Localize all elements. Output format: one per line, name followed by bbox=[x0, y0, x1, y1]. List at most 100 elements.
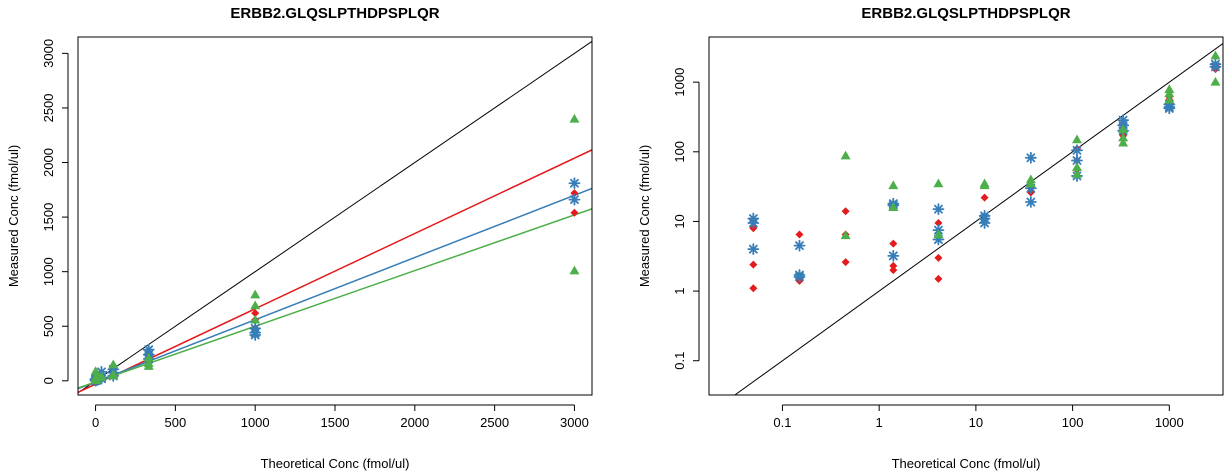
data-point bbox=[570, 208, 579, 217]
data-point bbox=[749, 260, 758, 269]
plot-frame bbox=[77, 36, 593, 396]
y-tick-label: 1 bbox=[672, 287, 687, 294]
fit-line-series-3 bbox=[78, 207, 592, 389]
identity-line bbox=[78, 40, 592, 394]
y-tick-label: 100 bbox=[672, 141, 687, 163]
data-point bbox=[841, 207, 850, 216]
data-point bbox=[568, 193, 581, 206]
data-point bbox=[1071, 134, 1082, 144]
y-tick-label: 2500 bbox=[41, 93, 56, 122]
data-point bbox=[932, 203, 945, 216]
data-point bbox=[143, 352, 154, 362]
data-point bbox=[1117, 114, 1130, 127]
data-point bbox=[747, 212, 760, 225]
asterisk-stroke bbox=[570, 178, 579, 188]
asterisk-stroke bbox=[748, 214, 758, 223]
data-point bbox=[1118, 132, 1129, 142]
x-tick-label: 10 bbox=[969, 415, 983, 430]
chart-title: ERBB2.GLQSLPTHDPSPLQR bbox=[230, 5, 439, 22]
series-3-points bbox=[90, 113, 580, 384]
y-tick-label: 0.1 bbox=[672, 352, 687, 370]
data-point bbox=[749, 284, 758, 293]
asterisk-stroke bbox=[748, 244, 758, 254]
data-point bbox=[889, 239, 898, 248]
asterisk-stroke bbox=[933, 204, 943, 214]
data-point bbox=[889, 266, 898, 275]
x-tick-label: 1000 bbox=[241, 415, 270, 430]
plot-frame bbox=[708, 36, 1224, 396]
data-point bbox=[934, 274, 943, 283]
fit-line-series-2 bbox=[78, 187, 592, 390]
data-point bbox=[887, 250, 900, 262]
chart-panel-1: ERBB2.GLQSLPTHDPSPLQR Theoretical Conc (f… bbox=[6, 5, 593, 471]
data-point bbox=[142, 343, 155, 356]
data-point bbox=[108, 369, 119, 379]
asterisk-stroke bbox=[980, 211, 990, 221]
data-point bbox=[1071, 144, 1083, 157]
data-point bbox=[143, 358, 154, 368]
data-point bbox=[888, 180, 899, 190]
data-point bbox=[1071, 168, 1082, 178]
data-point bbox=[569, 113, 580, 123]
y-axis-label: Measured Conc (fmol/ul) bbox=[637, 145, 652, 287]
y-tick-label: 500 bbox=[41, 315, 56, 337]
asterisk-stroke bbox=[1072, 156, 1082, 165]
data-point bbox=[747, 243, 760, 256]
data-point bbox=[933, 229, 944, 239]
y-tick-label: 3000 bbox=[41, 39, 56, 68]
x-tick-label: 1 bbox=[876, 415, 883, 430]
data-point bbox=[250, 314, 261, 324]
data-point bbox=[1071, 154, 1083, 167]
data-point bbox=[933, 178, 944, 188]
data-point bbox=[979, 178, 990, 188]
data-point bbox=[1164, 94, 1175, 104]
plot-area bbox=[733, 42, 1223, 395]
y-axis: 0.1 1 10 100 1000 bbox=[672, 68, 700, 370]
data-point bbox=[1210, 76, 1221, 86]
series-2-points bbox=[747, 58, 1222, 283]
x-tick-label: 500 bbox=[165, 415, 187, 430]
data-point bbox=[840, 230, 851, 240]
y-tick-label: 1000 bbox=[41, 257, 56, 286]
y-tick-label: 0 bbox=[41, 377, 56, 384]
data-point bbox=[250, 289, 261, 299]
x-tick-label: 2500 bbox=[480, 415, 509, 430]
data-point bbox=[251, 309, 260, 318]
x-tick-label: 1000 bbox=[1155, 415, 1184, 430]
x-tick-label: 0 bbox=[92, 415, 99, 430]
data-point bbox=[249, 322, 262, 335]
data-point bbox=[1210, 50, 1221, 60]
x-tick-label: 100 bbox=[1062, 415, 1084, 430]
asterisk-stroke bbox=[1072, 145, 1082, 155]
data-point bbox=[793, 269, 806, 281]
data-point bbox=[1025, 174, 1036, 184]
data-point bbox=[1024, 196, 1037, 208]
data-point bbox=[840, 150, 851, 160]
asterisk-stroke bbox=[795, 241, 804, 251]
y-axis-label: Measured Conc (fmol/ul) bbox=[6, 145, 21, 287]
data-point bbox=[570, 189, 579, 198]
y-tick-label: 1000 bbox=[672, 68, 687, 97]
data-point bbox=[1164, 84, 1175, 94]
asterisk-stroke bbox=[144, 345, 154, 355]
data-point bbox=[1209, 58, 1222, 71]
asterisk-stroke bbox=[250, 323, 260, 333]
y-tick-label: 2000 bbox=[41, 148, 56, 177]
data-point bbox=[108, 359, 119, 369]
x-tick-label: 2000 bbox=[400, 415, 429, 430]
y-tick-label: 10 bbox=[672, 214, 687, 228]
data-point bbox=[568, 177, 581, 190]
fit-line-series-1 bbox=[78, 149, 592, 394]
series-3-points bbox=[840, 50, 1221, 240]
x-tick-label: 0.1 bbox=[773, 415, 791, 430]
asterisk-stroke bbox=[1026, 153, 1036, 163]
identity-line bbox=[733, 42, 1223, 395]
y-tick-label: 1500 bbox=[41, 203, 56, 232]
data-point bbox=[1071, 162, 1082, 171]
chart-title: ERBB2.GLQSLPTHDPSPLQR bbox=[861, 5, 1070, 22]
data-point bbox=[96, 371, 107, 381]
x-tick-label: 3000 bbox=[560, 415, 589, 430]
x-tick-label: 1500 bbox=[321, 415, 350, 430]
data-point bbox=[1024, 151, 1037, 164]
